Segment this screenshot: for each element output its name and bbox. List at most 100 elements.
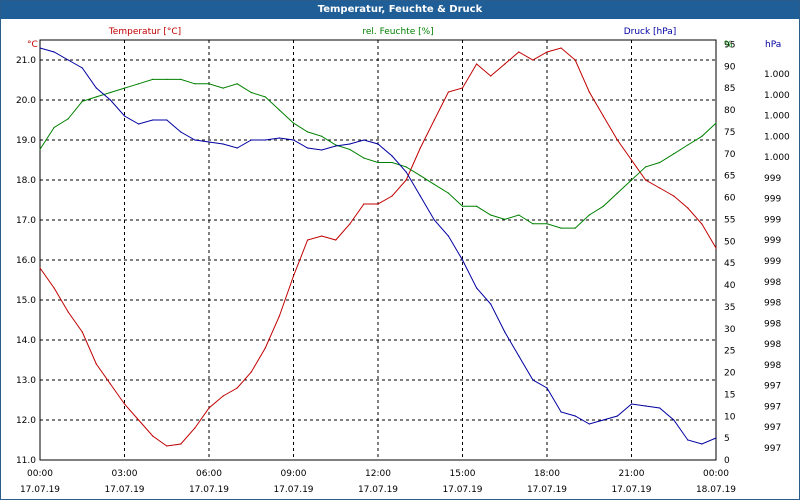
data-point-pressure: [109, 99, 112, 101]
x-tick-time: 00:00: [703, 469, 729, 479]
data-point-temperature: [673, 195, 675, 197]
data-point-humidity: [236, 83, 238, 85]
data-point-pressure: [518, 355, 520, 357]
y-tick-temperature: 16.0: [16, 256, 36, 266]
x-tick-time: 21:00: [619, 469, 645, 479]
y-tick-temperature: 13.0: [16, 376, 36, 386]
data-point-temperature: [349, 223, 351, 225]
x-tick-time: 06:00: [196, 469, 222, 479]
data-point-temperature: [166, 445, 168, 447]
data-point-temperature: [405, 179, 407, 181]
y-tick-temperature: 18.0: [16, 176, 36, 186]
data-point-pressure: [137, 123, 140, 125]
data-point-pressure: [363, 139, 365, 141]
data-point-humidity: [490, 214, 492, 216]
y-tick-humidity: 85: [724, 84, 735, 94]
y-tick-humidity: 95: [724, 40, 735, 50]
x-tick-time: 09:00: [281, 469, 307, 479]
data-point-pressure: [405, 171, 407, 173]
data-point-temperature: [278, 315, 281, 317]
y-tick-pressure: 1.000: [764, 153, 790, 163]
axis-unit-pressure: hPa: [765, 40, 781, 50]
data-point-humidity: [67, 118, 69, 120]
data-point-humidity: [701, 135, 703, 137]
y-tick-pressure: 1.000: [764, 112, 790, 122]
y-tick-pressure: 999: [764, 195, 781, 205]
data-point-temperature: [180, 443, 182, 445]
data-point-pressure: [292, 139, 295, 141]
data-point-pressure: [194, 139, 196, 141]
data-point-pressure: [95, 87, 97, 89]
data-point-humidity: [39, 148, 41, 150]
data-point-humidity: [504, 218, 506, 220]
data-point-temperature: [419, 147, 421, 149]
x-tick-date: 17.07.19: [273, 485, 313, 495]
data-point-pressure: [335, 145, 337, 147]
data-point-pressure: [659, 407, 661, 409]
y-tick-pressure: 1.000: [764, 70, 790, 80]
y-tick-humidity: 5: [724, 434, 730, 444]
data-point-humidity: [278, 109, 281, 111]
data-point-pressure: [644, 405, 647, 407]
data-point-pressure: [532, 379, 534, 381]
data-point-temperature: [518, 51, 520, 53]
data-point-pressure: [419, 195, 421, 197]
data-point-temperature: [306, 239, 309, 241]
x-tick-time: 18:00: [534, 469, 560, 479]
data-point-humidity: [81, 100, 83, 102]
x-tick-date: 17.07.19: [189, 485, 229, 495]
y-tick-temperature: 15.0: [16, 296, 36, 306]
y-tick-pressure: 999: [764, 215, 781, 225]
y-tick-pressure: 997: [764, 423, 781, 433]
data-point-humidity: [123, 87, 126, 89]
y-tick-humidity: 75: [724, 128, 735, 138]
data-point-pressure: [461, 259, 464, 261]
data-point-temperature: [236, 387, 238, 389]
data-point-pressure: [152, 119, 154, 121]
data-point-temperature: [701, 223, 703, 225]
data-point-temperature: [588, 91, 590, 93]
y-tick-pressure: 998: [764, 299, 781, 309]
y-tick-pressure: 997: [764, 444, 781, 454]
data-point-pressure: [278, 137, 281, 139]
data-point-humidity: [461, 205, 464, 207]
data-point-humidity: [715, 122, 717, 124]
data-point-temperature: [574, 59, 576, 61]
x-tick-time: 00:00: [27, 469, 53, 479]
x-tick-date: 17.07.19: [527, 485, 567, 495]
y-tick-temperature: 20.0: [16, 96, 36, 106]
data-point-humidity: [673, 153, 675, 155]
x-tick-date: 17.07.19: [611, 485, 651, 495]
y-tick-pressure: 998: [764, 319, 781, 329]
data-point-temperature: [687, 207, 689, 209]
data-point-humidity: [335, 144, 337, 146]
data-point-temperature: [53, 287, 55, 289]
data-point-pressure: [180, 131, 182, 133]
data-point-humidity: [475, 205, 478, 207]
data-point-pressure: [602, 419, 604, 421]
data-point-pressure: [81, 67, 83, 69]
data-point-pressure: [321, 149, 323, 151]
data-point-humidity: [306, 131, 309, 133]
y-tick-pressure: 999: [764, 257, 781, 267]
y-tick-humidity: 60: [724, 194, 736, 204]
data-point-temperature: [81, 331, 83, 333]
x-tick-time: 15:00: [450, 469, 476, 479]
data-point-humidity: [264, 96, 266, 98]
y-tick-humidity: 55: [724, 215, 735, 225]
y-tick-humidity: 10: [724, 412, 736, 422]
data-point-humidity: [518, 214, 520, 216]
y-tick-temperature: 19.0: [16, 136, 36, 146]
data-point-temperature: [222, 395, 224, 397]
y-tick-pressure: 998: [764, 361, 781, 371]
data-point-temperature: [461, 87, 464, 89]
y-tick-humidity: 80: [724, 106, 736, 116]
data-point-pressure: [433, 219, 435, 221]
data-point-humidity: [419, 175, 421, 177]
x-tick-date: 17.07.19: [104, 485, 144, 495]
data-point-humidity: [687, 144, 689, 146]
data-point-temperature: [447, 91, 450, 93]
y-tick-pressure: 997: [764, 402, 781, 412]
data-point-pressure: [349, 143, 351, 145]
data-point-temperature: [504, 63, 506, 65]
